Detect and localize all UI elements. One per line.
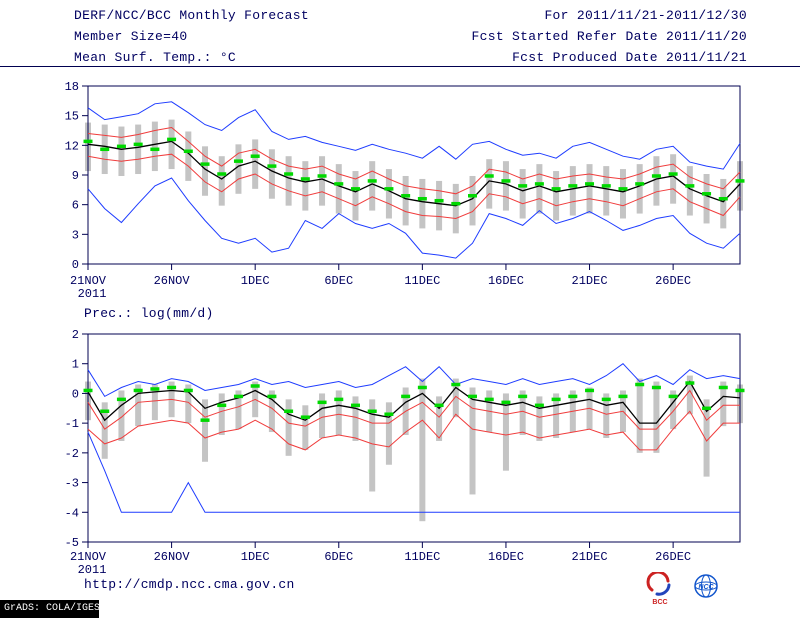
svg-text:1DEC: 1DEC [241, 274, 270, 288]
svg-text:-5: -5 [65, 536, 79, 550]
page-title: DERF/NCC/BCC Monthly Forecast [74, 8, 309, 23]
svg-text:-1: -1 [65, 417, 79, 431]
svg-text:21DEC: 21DEC [572, 274, 608, 288]
svg-text:1DEC: 1DEC [241, 550, 270, 564]
svg-text:2011: 2011 [78, 563, 107, 577]
svg-text:0: 0 [72, 387, 79, 401]
svg-text:15: 15 [65, 110, 79, 124]
source-url: http://cmdp.ncc.cma.gov.cn [84, 577, 295, 592]
svg-text:26NOV: 26NOV [154, 274, 191, 288]
svg-text:21NOV: 21NOV [70, 274, 107, 288]
svg-text:21NOV: 21NOV [70, 550, 107, 564]
svg-text:3: 3 [72, 228, 79, 242]
bcc-logo-icon: BCC [646, 572, 671, 606]
svg-text:26DEC: 26DEC [655, 550, 691, 564]
svg-text:1: 1 [72, 358, 79, 372]
svg-text:6DEC: 6DEC [324, 550, 353, 564]
produced-date-label: Fcst Produced Date 2011/11/21 [512, 50, 747, 65]
svg-text:18: 18 [65, 80, 79, 94]
svg-text:26DEC: 26DEC [655, 274, 691, 288]
footer-logos: BCC NCC [646, 572, 718, 606]
grads-credit-bar: GrADS: COLA/IGES [0, 600, 100, 618]
svg-text:16DEC: 16DEC [488, 550, 524, 564]
svg-text:9: 9 [72, 169, 79, 183]
forecast-range-label: For 2011/11/21-2011/12/30 [544, 8, 747, 23]
refer-date-label: Fcst Started Refer Date 2011/11/20 [471, 29, 747, 44]
svg-text:2011: 2011 [78, 287, 107, 301]
svg-text:-2: -2 [65, 447, 79, 461]
precip-panel-title: Prec.: log(mm/d) [84, 306, 214, 321]
svg-text:12: 12 [65, 139, 79, 153]
member-size-label: Member Size=40 [74, 29, 188, 44]
svg-text:11DEC: 11DEC [404, 274, 440, 288]
svg-text:2: 2 [72, 328, 79, 342]
svg-text:-4: -4 [65, 506, 79, 520]
svg-text:0: 0 [72, 258, 79, 272]
header-divider [0, 66, 800, 67]
svg-text:21DEC: 21DEC [572, 550, 608, 564]
svg-text:16DEC: 16DEC [488, 274, 524, 288]
bcc-logo-label: BCC [652, 599, 667, 606]
svg-text:-3: -3 [65, 477, 79, 491]
ncc-logo-icon: NCC [694, 574, 718, 598]
temp-panel-title: Mean Surf. Temp.: °C [74, 50, 237, 65]
svg-text:26NOV: 26NOV [154, 550, 191, 564]
svg-text:6DEC: 6DEC [324, 274, 353, 288]
svg-text:11DEC: 11DEC [404, 550, 440, 564]
svg-text:6: 6 [72, 199, 79, 213]
temp-chart: 0 3 6 9 12 15 18 21NOV 26NOV 1DEC 6DEC 11DEC 16DEC 21… [65, 80, 745, 301]
ncc-logo-label: NCC [698, 584, 714, 591]
